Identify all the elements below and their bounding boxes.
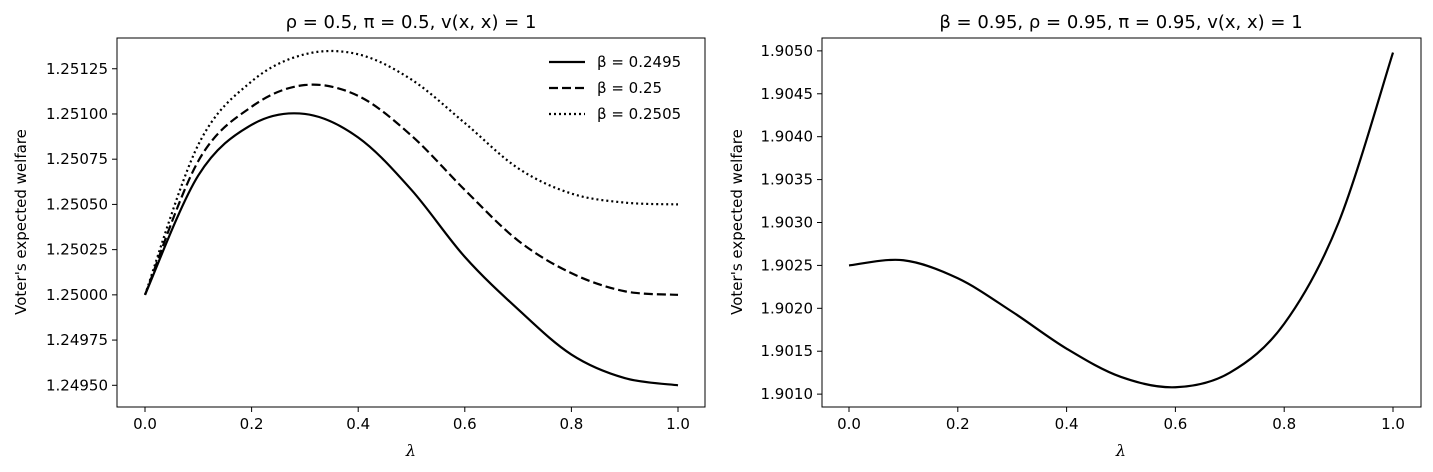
- chart-right-y-axis: 1.9010 1.9015 1.9020 1.9025 1.9030 1.9035 1.90…: [761, 42, 822, 403]
- legend-label: β = 0.2495: [597, 53, 681, 71]
- chart-left-series: [143, 49, 679, 387]
- chart-left-ytick-label: 1.24975: [46, 331, 108, 349]
- chart-right-ytick-label: 1.9030: [761, 214, 814, 232]
- chart-right-xtick-label: 0.2: [946, 415, 970, 433]
- chart-left-title: ρ = 0.5, π = 0.5, v(x, x) = 1: [286, 12, 537, 33]
- chart-right-ylabel: Voter's expected welfare: [728, 129, 746, 315]
- chart-right-line-solid: [848, 52, 1395, 389]
- chart-left-xtick-label: 0.8: [559, 415, 583, 433]
- chart-left-xtick-label: 0.0: [133, 415, 157, 433]
- chart-right-title: β = 0.95, ρ = 0.95, π = 0.95, v(x, x) = …: [939, 12, 1302, 33]
- chart-left-xlabel: λ: [405, 441, 416, 460]
- chart-right-plot-area: [821, 37, 1422, 408]
- chart-right-x-axis: 0.0 0.2 0.4 0.6 0.8 1.0: [837, 407, 1405, 433]
- chart-right: β = 0.95, ρ = 0.95, π = 0.95, v(x, x) = …: [728, 12, 1422, 460]
- chart-left-ytick-label: 1.25075: [46, 150, 108, 168]
- chart-left-x-axis: 0.0 0.2 0.4 0.6 0.8 1.0: [133, 407, 690, 433]
- chart-right-xtick-label: 0.4: [1055, 415, 1079, 433]
- chart-right-xtick-label: 0.0: [837, 415, 861, 433]
- chart-left-line-dashed: [143, 83, 679, 296]
- chart-right-ytick-label: 1.9045: [761, 85, 814, 103]
- chart-right-ytick-label: 1.9010: [761, 385, 814, 403]
- chart-right-ytick-label: 1.9020: [761, 299, 814, 317]
- chart-left-y-axis: 1.24950 1.24975 1.25000 1.25025 1.25050 1.250…: [46, 60, 117, 394]
- chart-left-xtick-label: 0.4: [346, 415, 370, 433]
- chart-left-line-solid: [143, 112, 679, 387]
- chart-left-plot-area: [116, 37, 706, 408]
- chart-left-ytick-label: 1.25050: [46, 195, 108, 213]
- chart-right-xlabel: λ: [1115, 441, 1126, 460]
- chart-left-xtick-label: 0.2: [240, 415, 264, 433]
- chart-left-ytick-label: 1.24950: [46, 376, 108, 394]
- chart-right-series: [848, 52, 1395, 389]
- chart-left-ytick-label: 1.25100: [46, 105, 108, 123]
- chart-left-xtick-label: 0.6: [453, 415, 477, 433]
- chart-right-ytick-label: 1.9015: [761, 342, 814, 360]
- chart-left-ylabel: Voter's expected welfare: [12, 129, 30, 315]
- chart-left-ytick-label: 1.25025: [46, 241, 108, 259]
- chart-right-ytick-label: 1.9040: [761, 128, 814, 146]
- chart-left-line-dotted: [143, 49, 679, 296]
- chart-right-xtick-label: 0.8: [1272, 415, 1296, 433]
- chart-right-xtick-label: 0.6: [1163, 415, 1187, 433]
- chart-left: ρ = 0.5, π = 0.5, v(x, x) = 1 0.0 0.2 0.4 0…: [12, 12, 706, 460]
- chart-right-ytick-label: 1.9050: [761, 42, 814, 60]
- chart-right-xtick-label: 1.0: [1381, 415, 1405, 433]
- legend-label: β = 0.25: [597, 79, 662, 97]
- chart-right-ytick-label: 1.9035: [761, 171, 814, 189]
- chart-left-legend: β = 0.2495 β = 0.25 β = 0.2505: [549, 53, 681, 123]
- legend-label: β = 0.2505: [597, 105, 681, 123]
- chart-left-ytick-label: 1.25000: [46, 286, 108, 304]
- chart-right-ytick-label: 1.9025: [761, 256, 814, 274]
- chart-left-ytick-label: 1.25125: [46, 60, 108, 78]
- chart-left-xtick-label: 1.0: [666, 415, 690, 433]
